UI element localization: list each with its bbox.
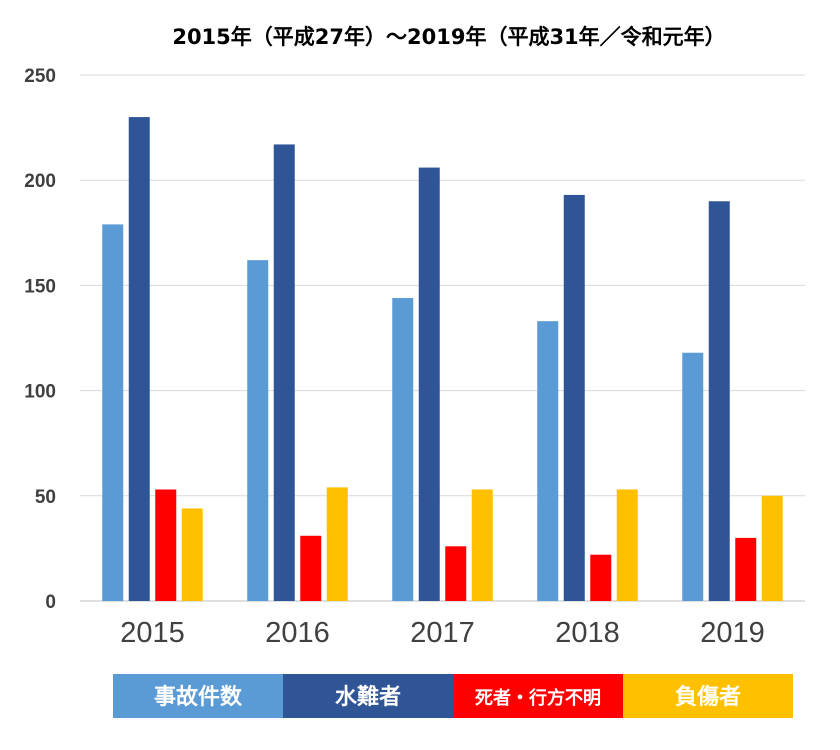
bar [471, 489, 493, 601]
x-tick-label: 2019 [700, 617, 765, 649]
bar [300, 535, 322, 601]
bar [735, 537, 757, 601]
chart-title: 2015年（平成27年）～2019年（平成31年／令和元年） [172, 25, 725, 49]
y-tick-label: 250 [24, 66, 56, 87]
bar [445, 546, 467, 601]
legend-swatch [113, 674, 283, 718]
legend-label: 死者・行方不明 [475, 687, 601, 709]
bar [247, 260, 269, 601]
y-tick-label: 150 [24, 276, 56, 297]
legend-swatch [453, 674, 623, 718]
bar [181, 508, 203, 601]
y-tick-label: 50 [35, 487, 56, 508]
legend-label: 事故件数 [154, 684, 243, 710]
bar [708, 201, 730, 602]
legend-swatch [283, 674, 453, 718]
x-tick-label: 2018 [555, 617, 620, 649]
x-axis: 2015 2016 2017 2018 2019 [120, 617, 765, 649]
y-tick-label: 100 [24, 382, 56, 403]
x-tick-label: 2017 [410, 617, 475, 649]
bar [537, 321, 559, 601]
legend-label: 負傷者 [675, 684, 741, 710]
y-tick-label: 0 [45, 592, 56, 613]
bar [326, 487, 348, 601]
bar [563, 194, 585, 602]
bar [616, 489, 638, 601]
legend-label: 水難者 [335, 684, 401, 710]
y-tick-label: 200 [24, 171, 56, 192]
bar [128, 117, 150, 601]
bar [273, 144, 295, 601]
y-axis: 0 50 100 150 200 250 [24, 66, 56, 613]
bars [102, 117, 783, 602]
bar [682, 352, 704, 601]
legend-swatch [623, 674, 793, 718]
bar [155, 489, 177, 601]
bar [392, 298, 414, 601]
x-tick-label: 2015 [120, 617, 185, 649]
bar [418, 167, 440, 602]
legend: 事故件数 水難者 死者・行方不明 負傷者 [113, 674, 793, 718]
x-tick-label: 2016 [265, 617, 330, 649]
bar [590, 554, 612, 601]
bar [102, 224, 124, 601]
bar [761, 495, 783, 601]
